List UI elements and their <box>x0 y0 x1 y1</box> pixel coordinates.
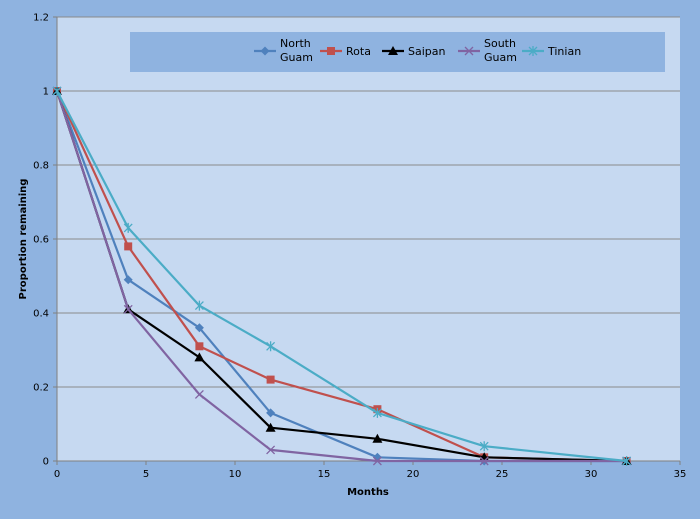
data-point-tinian <box>52 86 62 96</box>
legend-label-line: Guam <box>280 51 313 64</box>
legend-item-saipan: Saipan <box>382 45 446 58</box>
x-tick-label: 20 <box>407 469 420 480</box>
data-point-saipan <box>194 352 205 362</box>
legend-label-rota: Rota <box>346 45 371 58</box>
legend-item-south-guam: South Guam <box>458 37 517 64</box>
data-point-rota <box>266 375 275 384</box>
legend-marker-tinian <box>528 46 538 56</box>
data-point-tinian <box>194 300 204 311</box>
data-point-tinian <box>123 222 133 233</box>
data-point-tinian <box>266 341 276 352</box>
legend-item-north-guam: North Guam <box>254 37 313 64</box>
data-point-tinian <box>479 441 489 452</box>
x-tick-label: 30 <box>585 469 598 480</box>
y-tick-label: 0.6 <box>33 235 49 246</box>
legend-item-tinian: Tinian <box>522 45 581 58</box>
legend-item-rota: Rota <box>320 45 371 58</box>
tick-labels: 0 0.2 0.4 0.6 0.8 1 1.2 0 5 10 15 20 25 30 35 <box>33 13 686 481</box>
data-point-saipan <box>372 433 383 443</box>
legend-marker-north-guam <box>260 46 270 56</box>
data-point-saipan <box>265 422 276 432</box>
legend-label-line: Saipan <box>408 45 446 58</box>
legend-marker-saipan <box>388 46 398 55</box>
y-tick-label: 1 <box>43 87 49 98</box>
legend-label-line: Guam <box>484 51 517 64</box>
data-point-north-guam <box>194 323 204 333</box>
gridlines <box>57 16 680 388</box>
x-tick-label: 5 <box>143 469 149 480</box>
data-point-tinian <box>372 407 382 418</box>
data-point-south-guam <box>266 445 276 455</box>
y-tick-label: 0.8 <box>33 161 49 172</box>
x-tick-label: 25 <box>496 469 509 480</box>
y-axis-title: Proportion remaining <box>18 179 29 300</box>
legend-label-north-guam: North Guam <box>280 37 313 64</box>
data-point-south-guam <box>123 304 133 314</box>
data-series <box>52 86 632 466</box>
data-point-south-guam <box>479 456 489 466</box>
legend-label-saipan: Saipan <box>408 45 446 58</box>
x-tick-label: 35 <box>674 469 687 480</box>
x-tick-label: 0 <box>54 469 60 480</box>
legend-label-line: Tinian <box>547 45 581 58</box>
data-point-rota <box>124 242 133 251</box>
x-tick-label: 15 <box>318 469 331 480</box>
y-tick-label: 0.2 <box>33 383 49 394</box>
data-point-north-guam <box>266 408 276 418</box>
y-tick-label: 1.2 <box>33 13 49 24</box>
series-tinian <box>52 86 632 466</box>
legend-label-line: South <box>484 37 516 50</box>
y-tick-label: 0 <box>43 457 49 468</box>
legend-label-line: Rota <box>346 45 371 58</box>
data-point-tinian <box>622 456 632 466</box>
data-point-rota <box>195 342 204 351</box>
data-point-south-guam <box>372 456 382 466</box>
legend-label-line: North <box>280 37 311 50</box>
legend-marker-rota <box>327 47 335 55</box>
legend-label-tinian: Tinian <box>547 45 581 58</box>
data-point-north-guam <box>123 275 133 285</box>
legend-label-south-guam: South Guam <box>484 37 517 64</box>
x-tick-label: 10 <box>229 469 242 480</box>
data-point-south-guam <box>194 389 204 399</box>
legend-marker-south-guam <box>464 46 474 56</box>
y-tick-label: 0.4 <box>33 309 49 320</box>
x-axis-title: Months <box>347 487 389 498</box>
